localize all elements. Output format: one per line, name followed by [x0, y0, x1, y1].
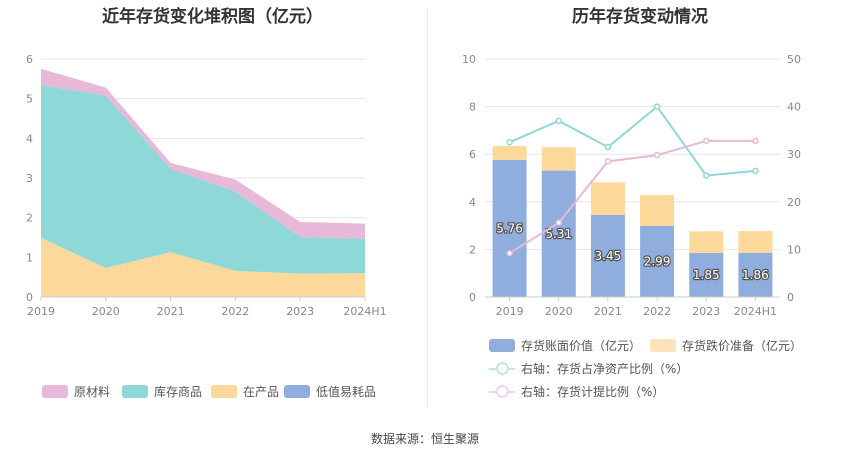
y-right-tick-label: 20: [787, 196, 801, 209]
y-right-tick-label: 10: [787, 243, 801, 256]
y-left-tick-label: 4: [469, 196, 476, 209]
y-tick-label: 2: [26, 212, 33, 225]
x-tick-label: 2024H1: [343, 305, 386, 318]
x-tick-label: 2023: [692, 305, 720, 318]
bar-value-label: 5.76: [496, 221, 523, 235]
stacked-area-chart: 0 1 2 3 4 5 6 2019 2020 2021 2022 2023 2024H1: [26, 53, 387, 318]
bar-book-value: [640, 225, 675, 297]
bar-value-label: 2.99: [644, 254, 671, 268]
legend-swatch: [489, 362, 515, 375]
point-provision-ratio: [703, 137, 710, 145]
legend-label: 存货跌价准备（亿元）: [682, 339, 803, 353]
legend-raw-materials[interactable]: 原材料: [42, 383, 110, 400]
data-source: 数据来源：恒生聚源: [370, 432, 479, 446]
area-库存商品: [41, 85, 365, 274]
bar-impairment-provision: [541, 147, 576, 171]
point-provision-ratio: [506, 249, 513, 257]
x-tick-label: 2021: [157, 305, 185, 318]
bar-value-label: 1.85: [693, 268, 720, 282]
bar-value-label: 1.86: [742, 268, 769, 282]
bar-book-value: [590, 214, 625, 297]
x-tick-label: 2023: [286, 305, 314, 318]
bar-impairment-provision: [689, 231, 724, 253]
point-net-asset-ratio: [653, 103, 661, 110]
bar-impairment-provision: [492, 146, 527, 160]
legend-label: 右轴：存货计提比例（%）: [521, 385, 665, 399]
point-provision-ratio: [555, 219, 562, 226]
legend-swatch: [489, 385, 515, 398]
bar-impairment-provision: [738, 231, 773, 253]
bar-value-label: 5.31: [545, 227, 572, 241]
y-left-tick-label: 2: [469, 243, 476, 256]
chart-divider: [427, 8, 428, 408]
legend-label: 库存商品: [154, 385, 203, 399]
y-tick-label: 0: [26, 291, 33, 304]
legend-low-value-consumables[interactable]: 低值易耗品: [284, 383, 376, 400]
legend-provision-ratio[interactable]: 右轴：存货计提比例（%）: [489, 383, 664, 400]
bar-book-value: [689, 252, 724, 297]
point-net-asset-ratio: [506, 139, 513, 146]
area-原材料: [41, 68, 365, 239]
point-net-asset-ratio: [752, 167, 759, 175]
point-net-asset-ratio: [703, 172, 710, 179]
x-tick-label: 2022: [221, 305, 249, 318]
legend-swatch: [650, 339, 676, 352]
legend-label: 存货账面价值（亿元）: [521, 339, 642, 353]
right-chart-title: 历年存货变动情况: [572, 7, 708, 27]
legend-net-asset-ratio[interactable]: 右轴：存货占净资产比例（%）: [489, 360, 688, 377]
legend-swatch: [284, 385, 310, 398]
y-tick-label: 3: [26, 172, 33, 185]
y-right-tick-label: 40: [787, 101, 801, 114]
legend-work-in-progress[interactable]: 在产品: [211, 383, 279, 400]
y-tick-label: 5: [26, 93, 33, 106]
legend-swatch: [122, 385, 148, 398]
bar-value-label: 3.45: [595, 249, 622, 263]
y-left-tick-label: 0: [469, 291, 476, 304]
point-provision-ratio: [604, 158, 612, 165]
x-tick-label: 2020: [92, 305, 120, 318]
legend-label: 在产品: [243, 385, 280, 399]
bar-impairment-provision: [590, 182, 625, 215]
y-tick-label: 6: [26, 53, 33, 66]
left-chart-title: 近年存货变化堆积图（亿元）: [102, 7, 323, 27]
x-tick-label: 2020: [545, 305, 573, 318]
legend-label: 原材料: [74, 385, 111, 399]
x-tick-label: 2021: [594, 305, 622, 318]
x-tick-label: 2024H1: [734, 305, 777, 318]
y-left-tick-label: 6: [469, 148, 476, 161]
legend-impairment-provision[interactable]: 存货跌价准备（亿元）: [650, 337, 802, 354]
bar-impairment-provision: [640, 195, 675, 226]
bar-book-value: [738, 252, 773, 297]
point-net-asset-ratio: [555, 117, 562, 125]
y-right-tick-label: 30: [787, 148, 801, 161]
legend-swatch: [211, 385, 237, 398]
y-tick-label: 4: [26, 132, 33, 145]
bar-book-value: [492, 159, 527, 297]
x-tick-label: 2019: [27, 305, 55, 318]
y-tick-label: 1: [26, 251, 33, 264]
x-tick-label: 2019: [496, 305, 524, 318]
bar-line-chart: 0 2 4 6 8 10 0 10 20 30 40 50 5.76 5.31 3.45 2.99 1.85 1.…: [462, 53, 801, 318]
point-provision-ratio: [752, 137, 759, 145]
legend-label: 低值易耗品: [316, 385, 377, 399]
area-在产品: [41, 237, 365, 297]
point-net-asset-ratio: [604, 143, 612, 151]
bar-book-value: [541, 170, 576, 297]
x-tick-label: 2022: [643, 305, 671, 318]
y-left-tick-label: 10: [462, 53, 476, 66]
point-provision-ratio: [653, 151, 661, 159]
line-provision-ratio: [509, 139, 756, 255]
legend-swatch: [489, 339, 515, 352]
line-net-asset-ratio: [509, 105, 756, 177]
y-left-tick-label: 8: [469, 101, 476, 114]
legend-swatch: [42, 385, 68, 398]
legend-label: 右轴：存货占净资产比例（%）: [521, 362, 689, 376]
y-right-tick-label: 50: [787, 53, 801, 66]
y-right-tick-label: 0: [787, 291, 794, 304]
legend-finished-goods[interactable]: 库存商品: [122, 383, 202, 400]
legend-book-value[interactable]: 存货账面价值（亿元）: [489, 337, 641, 354]
